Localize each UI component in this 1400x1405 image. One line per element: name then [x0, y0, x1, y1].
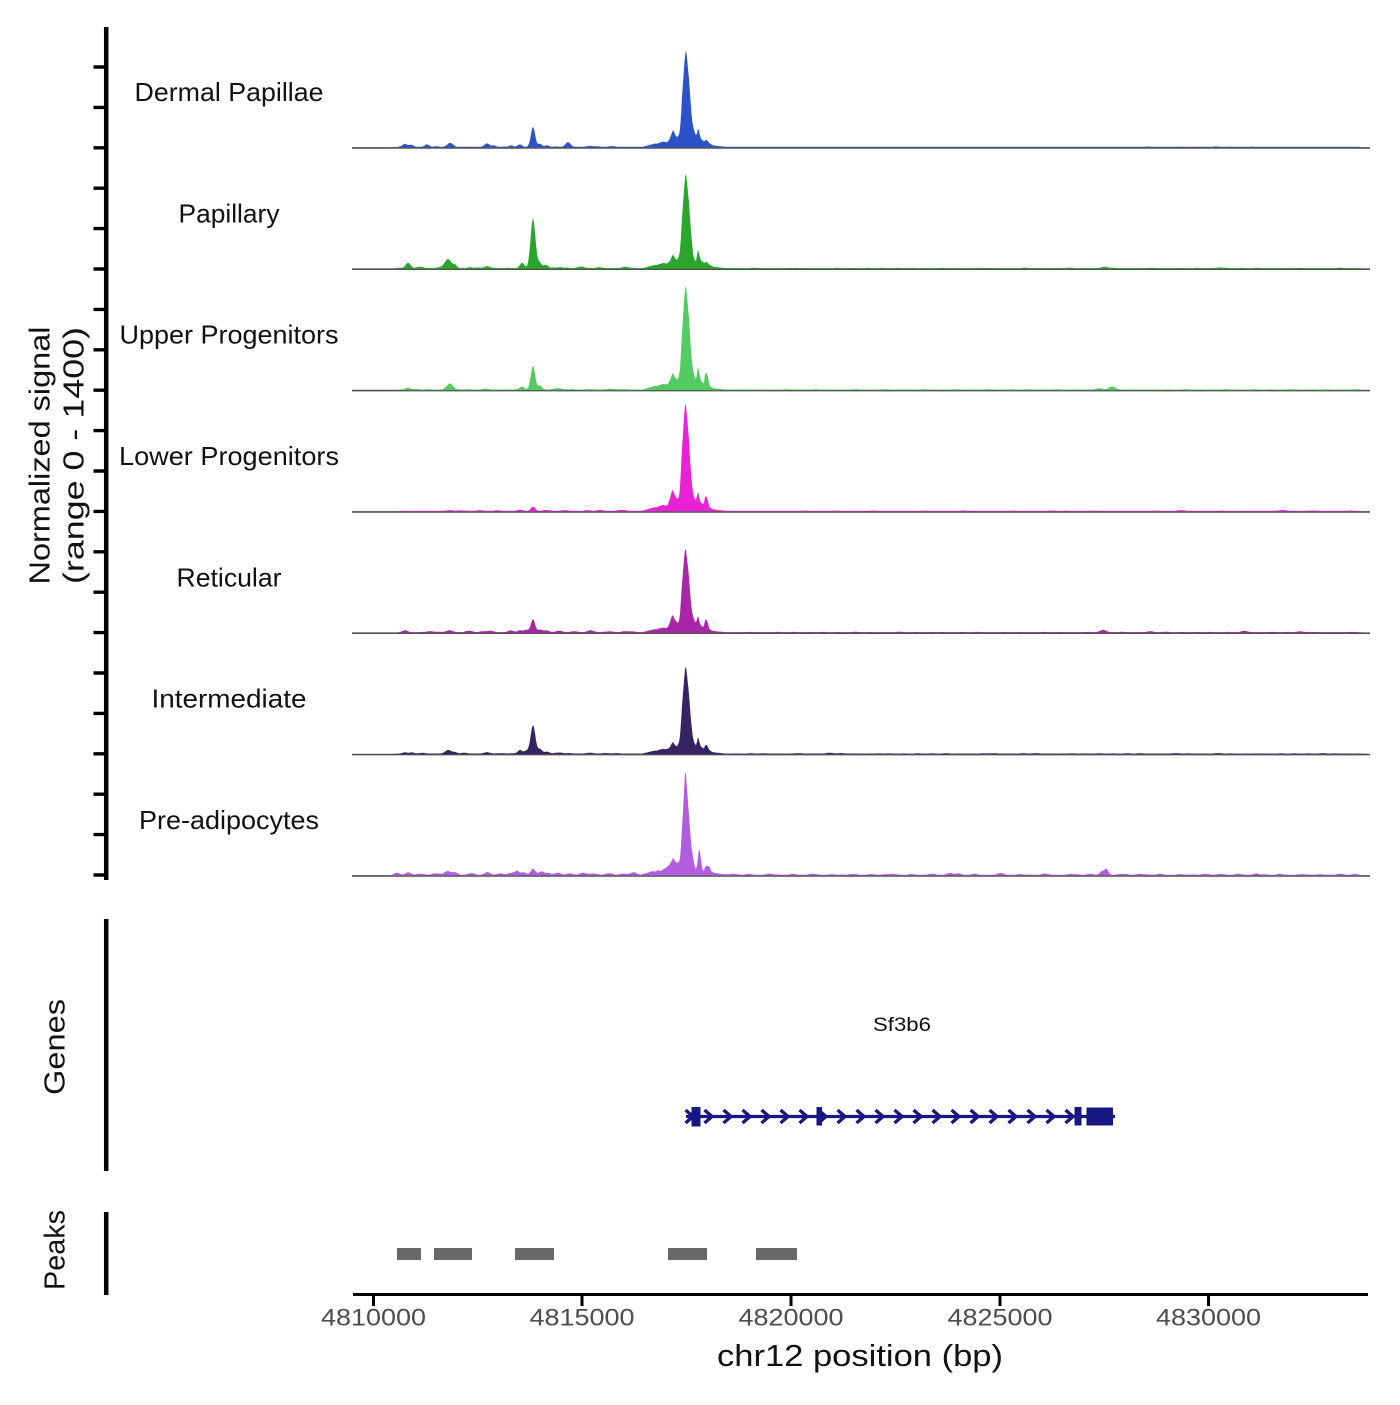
- svg-text:4810000: 4810000: [321, 1305, 426, 1332]
- svg-text:4825000: 4825000: [948, 1305, 1053, 1332]
- svg-text:Genes: Genes: [40, 999, 72, 1095]
- svg-text:(range 0 - 1400): (range 0 - 1400): [59, 327, 91, 584]
- svg-text:4830000: 4830000: [1156, 1305, 1261, 1332]
- svg-text:chr12 position (bp): chr12 position (bp): [717, 1338, 1003, 1373]
- svg-text:Lower Progenitors: Lower Progenitors: [119, 441, 339, 471]
- svg-text:4820000: 4820000: [739, 1305, 844, 1332]
- svg-text:4815000: 4815000: [530, 1305, 635, 1332]
- svg-text:Sf3b6: Sf3b6: [873, 1015, 931, 1036]
- svg-text:Intermediate: Intermediate: [152, 684, 307, 714]
- svg-text:Peaks: Peaks: [40, 1210, 72, 1290]
- svg-text:Normalized signal: Normalized signal: [25, 327, 57, 585]
- svg-text:Dermal Papillae: Dermal Papillae: [135, 77, 324, 107]
- svg-text:Upper Progenitors: Upper Progenitors: [120, 320, 339, 350]
- svg-text:Reticular: Reticular: [177, 562, 282, 592]
- svg-text:Pre-adipocytes: Pre-adipocytes: [139, 805, 319, 835]
- svg-text:Papillary: Papillary: [179, 198, 280, 228]
